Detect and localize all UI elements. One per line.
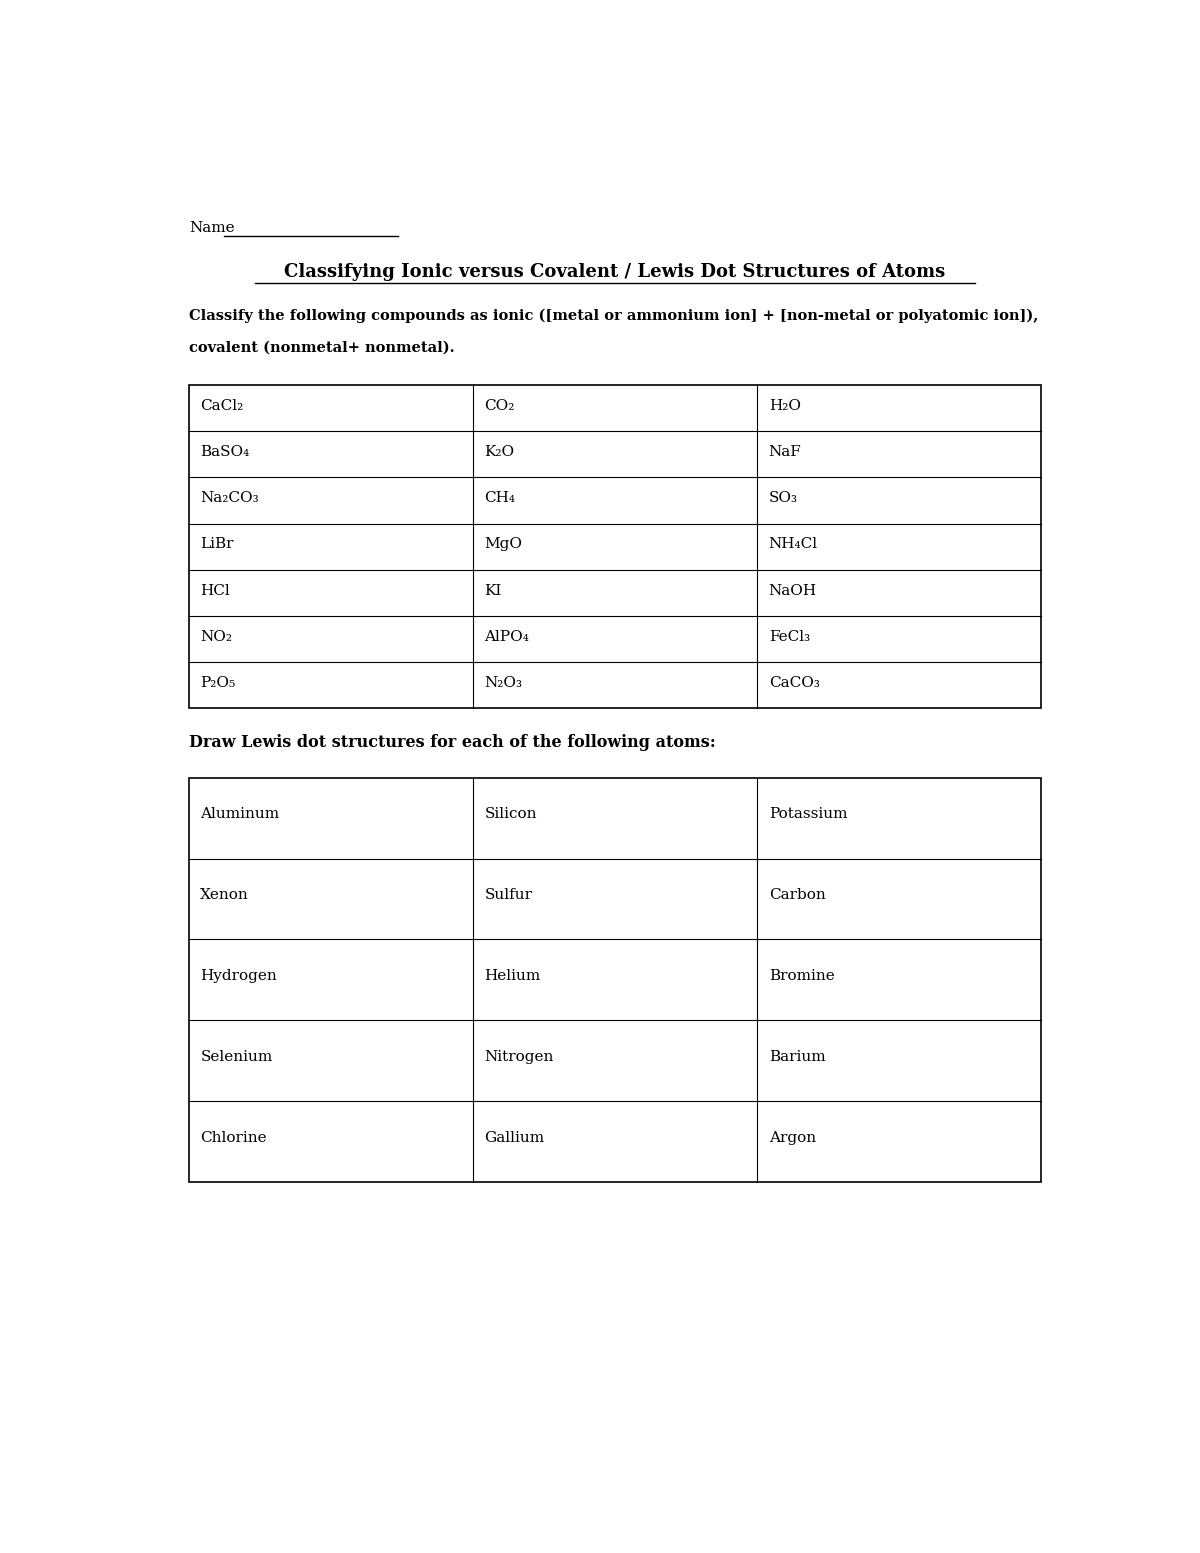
Text: CaCl₂: CaCl₂	[200, 399, 244, 413]
Text: KI: KI	[485, 584, 502, 598]
Text: Carbon: Carbon	[769, 888, 826, 902]
Text: Silicon: Silicon	[485, 808, 538, 822]
Text: Potassium: Potassium	[769, 808, 847, 822]
Text: CO₂: CO₂	[485, 399, 515, 413]
Text: Chlorine: Chlorine	[200, 1131, 266, 1145]
Text: MgO: MgO	[485, 537, 522, 551]
Text: Barium: Barium	[769, 1050, 826, 1064]
Text: H₂O: H₂O	[769, 399, 800, 413]
Text: FeCl₃: FeCl₃	[769, 631, 810, 644]
Text: Nitrogen: Nitrogen	[485, 1050, 554, 1064]
Text: covalent (nonmetal+ nonmetal).: covalent (nonmetal+ nonmetal).	[188, 340, 455, 354]
Text: HCl: HCl	[200, 584, 230, 598]
Text: AlPO₄: AlPO₄	[485, 631, 529, 644]
Text: Aluminum: Aluminum	[200, 808, 280, 822]
Text: N₂O₃: N₂O₃	[485, 676, 522, 690]
Text: K₂O: K₂O	[485, 446, 515, 460]
Text: P₂O₅: P₂O₅	[200, 676, 235, 690]
Bar	[188, 778, 1042, 1182]
Bar	[188, 385, 1042, 708]
Text: Bromine: Bromine	[769, 969, 834, 983]
Text: NH₄Cl: NH₄Cl	[769, 537, 818, 551]
Text: NO₂: NO₂	[200, 631, 233, 644]
Text: Argon: Argon	[769, 1131, 816, 1145]
Text: CaCO₃: CaCO₃	[769, 676, 820, 690]
Text: BaSO₄: BaSO₄	[200, 446, 250, 460]
Text: Xenon: Xenon	[200, 888, 250, 902]
Text: Draw Lewis dot structures for each of the following atoms:: Draw Lewis dot structures for each of th…	[188, 733, 715, 750]
Text: Gallium: Gallium	[485, 1131, 545, 1145]
Text: Selenium: Selenium	[200, 1050, 272, 1064]
Text: NaOH: NaOH	[769, 584, 817, 598]
Text: Helium: Helium	[485, 969, 541, 983]
Text: Na₂CO₃: Na₂CO₃	[200, 491, 259, 505]
Text: Sulfur: Sulfur	[485, 888, 533, 902]
Text: LiBr: LiBr	[200, 537, 234, 551]
Text: NaF: NaF	[769, 446, 802, 460]
Text: Classify the following compounds as ionic ([metal or ammonium ion] + [non-metal : Classify the following compounds as ioni…	[188, 309, 1038, 323]
Text: Name: Name	[188, 221, 234, 235]
Text: CH₄: CH₄	[485, 491, 516, 505]
Text: SO₃: SO₃	[769, 491, 798, 505]
Text: Classifying Ionic versus Covalent / Lewis Dot Structures of Atoms: Classifying Ionic versus Covalent / Lewi…	[284, 262, 946, 281]
Text: Hydrogen: Hydrogen	[200, 969, 277, 983]
